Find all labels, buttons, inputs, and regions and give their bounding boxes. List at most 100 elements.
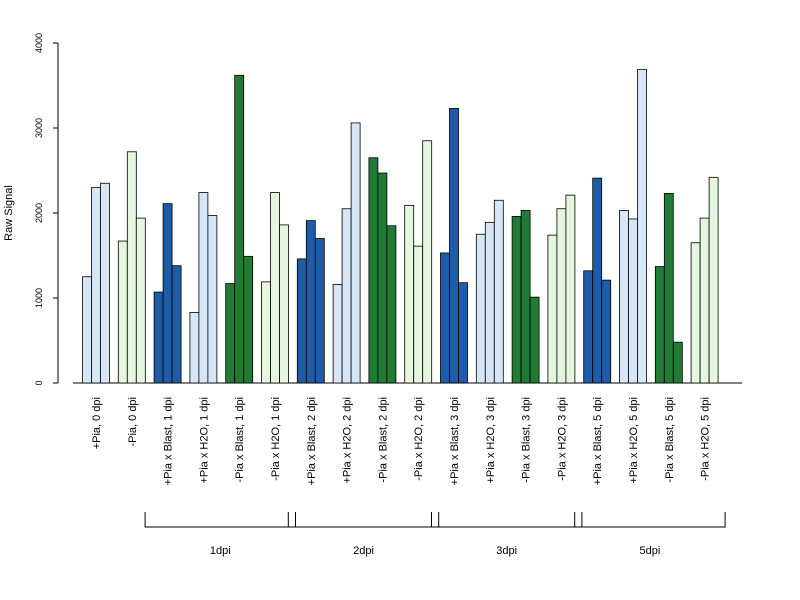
- bar: [243, 255, 254, 384]
- bar-group: [117, 151, 146, 384]
- bar: [708, 176, 719, 384]
- x-tick-label: +Pia x Blast, 1 dpi: [163, 397, 175, 485]
- bar: [458, 282, 468, 384]
- bracket: 2dpi: [287, 512, 440, 557]
- bar: [91, 187, 101, 384]
- bar: [162, 203, 173, 384]
- bar: [601, 279, 612, 384]
- bracket-label: 3dpi: [496, 545, 517, 557]
- bar-group: [475, 199, 504, 384]
- bar: [341, 208, 352, 384]
- bar-group: [332, 122, 361, 384]
- bar: [117, 240, 128, 384]
- bar-group: [404, 140, 433, 384]
- bar-group: [440, 108, 468, 384]
- x-tick-label: -Pia x H2O, 1 dpi: [270, 397, 282, 481]
- bar-group: [261, 192, 289, 384]
- y-tick-label: 0: [34, 380, 44, 385]
- bar: [350, 122, 361, 384]
- bar-group: [153, 203, 182, 384]
- bar: [305, 220, 316, 384]
- bar: [628, 218, 638, 384]
- bar: [511, 215, 522, 384]
- bar: [637, 68, 647, 384]
- bar: [270, 192, 280, 384]
- bar: [368, 157, 379, 384]
- bar-group: [296, 220, 325, 384]
- bar: [592, 177, 603, 384]
- bar-group: [368, 157, 397, 384]
- x-tick-label: -Pia x Blast, 1 dpi: [234, 397, 246, 483]
- bar-group: [82, 182, 110, 384]
- x-tick-label: -Pia x Blast, 2 dpi: [377, 397, 389, 483]
- bar: [100, 182, 110, 384]
- x-tick-label: -Pia x Blast, 5 dpi: [664, 397, 676, 483]
- bar: [422, 140, 433, 384]
- y-axis-label: Raw Signal: [3, 185, 15, 241]
- bar: [529, 296, 540, 384]
- bar: [690, 242, 701, 384]
- x-tick-label: +Pia x Blast, 3 dpi: [449, 397, 461, 485]
- x-tick-label: -Pia x H2O, 3 dpi: [556, 397, 568, 481]
- bar: [413, 245, 424, 384]
- bar: [404, 204, 415, 384]
- bar: [654, 266, 665, 384]
- bar-group: [189, 192, 218, 384]
- bar-group: [583, 177, 612, 384]
- bar: [189, 312, 200, 384]
- bar: [663, 193, 674, 384]
- bar: [565, 194, 576, 384]
- bar: [225, 283, 236, 384]
- bracket: 3dpi: [431, 512, 583, 557]
- x-tick-label: -Pia, 0 dpi: [127, 397, 139, 447]
- x-tick-label: -Pia x H2O, 2 dpi: [413, 397, 425, 481]
- bar-group: [225, 74, 254, 384]
- bracket-label: 1dpi: [210, 545, 231, 557]
- bar-group: [690, 176, 719, 384]
- x-tick-label: -Pia x H2O, 5 dpi: [700, 397, 712, 481]
- bar: [234, 74, 245, 384]
- y-tick-label: 2000: [34, 203, 44, 223]
- bar: [556, 208, 567, 384]
- bar-group: [511, 210, 540, 384]
- bar-group: [547, 194, 576, 384]
- bracket-label: 2dpi: [353, 545, 374, 557]
- bar: [619, 210, 629, 384]
- bar: [493, 199, 504, 384]
- bar: [171, 265, 182, 384]
- bar: [583, 270, 594, 384]
- bars: [82, 68, 719, 384]
- bar: [261, 281, 271, 384]
- bar-group: [654, 193, 683, 384]
- y-axis: 0 1000 2000 3000 4000: [34, 33, 59, 386]
- x-tick-label: +Pia x H2O, 3 dpi: [485, 397, 497, 484]
- bar: [135, 217, 146, 384]
- y-tick-label: 1000: [34, 288, 44, 308]
- bar: [440, 252, 450, 384]
- bar: [484, 221, 495, 384]
- bracket: 5dpi: [574, 512, 726, 557]
- bracket: 1dpi: [144, 512, 296, 557]
- x-tick-label: -Pia x Blast, 3 dpi: [521, 397, 533, 483]
- bar: [449, 108, 459, 384]
- bar: [198, 192, 209, 384]
- bar: [82, 276, 92, 384]
- x-tick-label: +Pia, 0 dpi: [91, 397, 103, 449]
- bar: [296, 258, 307, 384]
- bar: [377, 172, 388, 384]
- bar-group: [619, 68, 647, 384]
- x-tick-label: +Pia x H2O, 2 dpi: [342, 397, 354, 484]
- bar: [279, 224, 289, 384]
- bar: [126, 151, 137, 384]
- bar: [547, 234, 558, 384]
- x-tick-labels: +Pia, 0 dpi -Pia, 0 dpi +Pia x Blast, 1 dp…: [91, 397, 712, 485]
- bar: [314, 238, 325, 384]
- y-tick-label: 4000: [34, 33, 44, 53]
- bar: [386, 225, 397, 384]
- bar: [672, 341, 683, 384]
- bar: [153, 291, 164, 384]
- dpi-brackets: 1dpi 2dpi 3dpi 5dpi: [144, 512, 726, 557]
- bar: [699, 217, 710, 384]
- bar: [475, 233, 486, 384]
